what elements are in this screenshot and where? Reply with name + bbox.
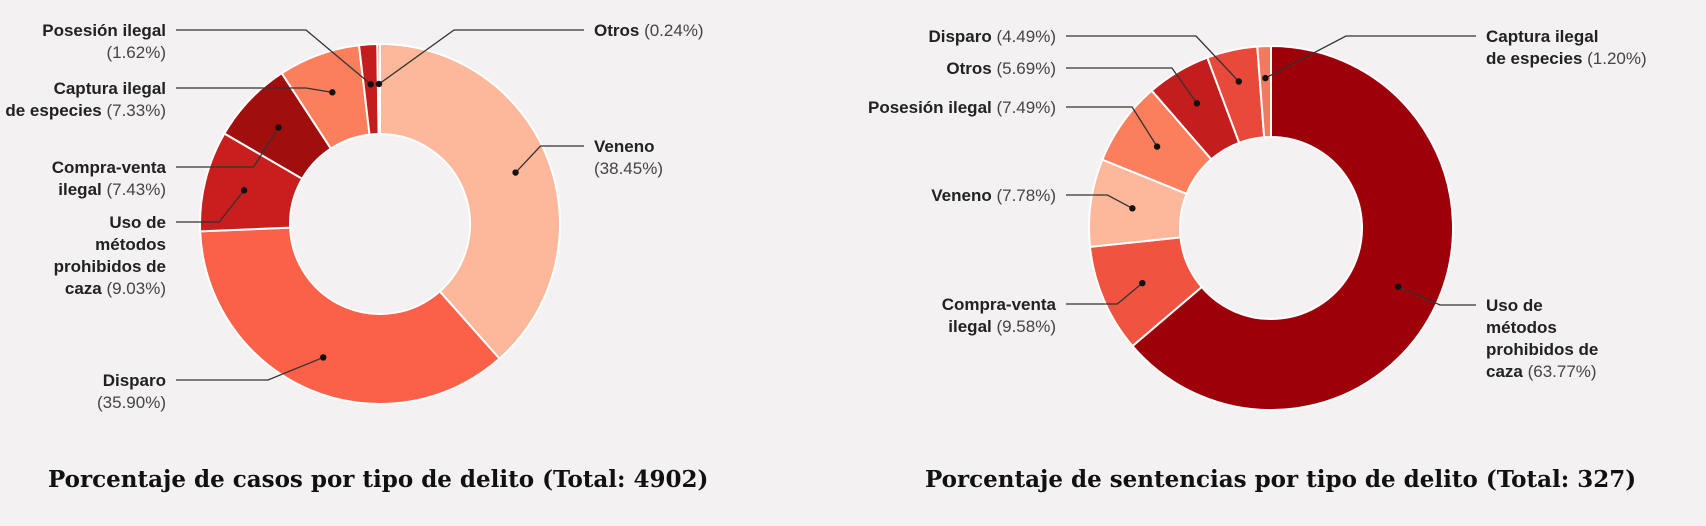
chart-1-leader-dot bbox=[320, 354, 327, 361]
chart-2-leader-dot bbox=[1262, 74, 1269, 82]
chart-1-leader-line bbox=[515, 145, 584, 173]
chart-2-slice bbox=[1256, 44, 1272, 139]
chart-1-leader-line bbox=[176, 127, 280, 168]
chart-1-slice-label: Disparo (35.90%) bbox=[97, 371, 166, 412]
chart-2-slice-label: Otros (5.69%) bbox=[946, 59, 1056, 78]
chart-1-slice bbox=[379, 42, 561, 361]
chart-1-leader-dot bbox=[375, 80, 383, 88]
chart-2-leader-line bbox=[1066, 194, 1133, 209]
chart-1-leader-dot bbox=[240, 187, 248, 194]
chart-1-leader-line bbox=[176, 29, 372, 85]
chart-1-slice-label: Captura ilegal de especies (7.33%) bbox=[5, 79, 166, 120]
chart-2-leader-line bbox=[1066, 67, 1198, 104]
chart-1-leader-dot bbox=[512, 169, 519, 176]
chart-2-slice-label: Veneno (7.78%) bbox=[931, 186, 1056, 205]
chart-2-leader-line bbox=[1397, 286, 1476, 306]
chart-1-leader-line bbox=[176, 356, 324, 381]
chart-1-slice-label: Uso de métodos prohibidos de caza (9.03%) bbox=[54, 213, 166, 298]
chart-1-slice bbox=[376, 42, 381, 136]
chart-2-slice bbox=[1131, 44, 1454, 411]
chart-1-leader-line bbox=[176, 87, 333, 93]
chart-2-slice-label: Captura ilegal de especies (1.20%) bbox=[1486, 27, 1647, 68]
chart-1-slice-label: Compra-venta ilegal (7.43%) bbox=[52, 158, 167, 199]
chart-1-slice-label: Veneno (38.45%) bbox=[594, 137, 663, 178]
chart-2-leader-line bbox=[1066, 282, 1143, 305]
chart-2-leader-dot bbox=[1394, 283, 1402, 290]
chart-2-leader-dot bbox=[1193, 100, 1201, 107]
chart-2-leader-dot bbox=[1235, 78, 1242, 85]
chart-2-leader-line bbox=[1066, 35, 1240, 82]
chart-2-title: Porcentaje de sentencias por tipo de del… bbox=[925, 466, 1637, 493]
chart-1-leader-dot bbox=[275, 124, 282, 131]
chart-2-slice-label: Compra-venta ilegal (9.58%) bbox=[942, 295, 1057, 336]
chart-1-slice bbox=[199, 226, 501, 405]
chart-2-leader-dot bbox=[1139, 279, 1146, 287]
chart-1-leader-dot bbox=[367, 81, 374, 88]
chart-1-slice-label: Otros (0.24%) bbox=[594, 21, 704, 40]
chart-2-donut: Uso de métodos prohibidos de caza (63.77%) C… bbox=[868, 27, 1647, 411]
chart-2-leader-dot bbox=[1153, 143, 1161, 150]
chart-1-leader-line bbox=[176, 189, 245, 223]
chart-1-donut: Veneno (38.45%) Disparo (35.90%) Uso de métod… bbox=[5, 21, 703, 412]
chart-2-leader-line bbox=[1066, 106, 1158, 147]
chart-2-leader-dot bbox=[1129, 205, 1136, 212]
chart-2-slice-label: Uso de métodos prohibidos de caza (63.77%) bbox=[1486, 296, 1598, 381]
chart-1-title: Porcentaje de casos por tipo de delito (… bbox=[48, 466, 709, 493]
chart-2-slice-label: Disparo (4.49%) bbox=[928, 27, 1056, 46]
chart-1-leader-line bbox=[378, 29, 584, 85]
chart-2-leader-line bbox=[1265, 35, 1476, 79]
chart-2-slice-label: Posesión ilegal (7.49%) bbox=[868, 98, 1056, 117]
chart-1-leader-dot bbox=[329, 89, 336, 96]
chart-1-slice-label: Posesión ilegal (1.62%) bbox=[42, 21, 166, 62]
